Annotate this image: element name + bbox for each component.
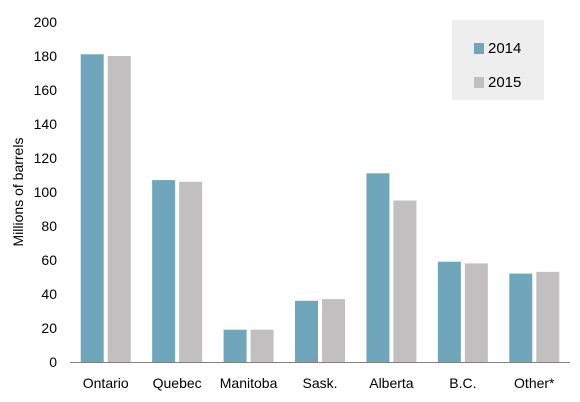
x-tick-label-4: Alberta	[369, 375, 414, 391]
x-tick-label-6: Other*	[514, 375, 555, 391]
y-tick-label-120: 120	[34, 150, 58, 166]
y-tick-label-20: 20	[41, 320, 57, 336]
x-tick-label-3: Sask.	[302, 375, 337, 391]
y-tick-label-80: 80	[41, 218, 57, 234]
bar-2014-5	[437, 261, 461, 362]
legend-label-2014: 2014	[488, 40, 521, 57]
bar-2015-6	[536, 271, 560, 362]
y-axis-label: Millions of barrels	[10, 138, 26, 247]
y-tick-label-0: 0	[49, 354, 57, 370]
bar-2014-0	[80, 54, 104, 363]
bar-2015-2	[250, 329, 274, 362]
bar-2014-2	[223, 329, 247, 362]
y-tick-label-160: 160	[34, 82, 58, 98]
x-tick-label-1: Quebec	[153, 375, 202, 391]
y-tick-label-100: 100	[34, 184, 58, 200]
bar-2014-6	[509, 273, 533, 362]
y-tick-label-200: 200	[34, 14, 58, 30]
bar-2015-0	[107, 56, 131, 362]
legend-label-2015: 2015	[488, 74, 521, 91]
bar-2015-3	[322, 299, 345, 362]
x-tick-label-5: B.C.	[449, 375, 476, 391]
bar-2015-1	[179, 181, 203, 362]
bars	[80, 54, 560, 363]
bar-2014-1	[152, 180, 176, 362]
legend-swatch-2014	[474, 43, 484, 54]
y-tick-label-60: 60	[41, 252, 57, 268]
legend-box	[452, 20, 544, 100]
y-axis-ticks: 0 20 40 60 80 100 120 140 160 180 200	[34, 14, 58, 370]
bar-2015-4	[393, 200, 417, 362]
bar-2015-5	[464, 263, 488, 362]
bar-2014-4	[366, 173, 390, 362]
legend-swatch-2015	[474, 77, 484, 88]
y-tick-label-180: 180	[34, 48, 58, 64]
x-tick-label-0: Ontario	[83, 375, 129, 391]
y-tick-label-140: 140	[34, 116, 58, 132]
x-tick-label-2: Manitoba	[220, 375, 278, 391]
bar-2014-3	[295, 300, 318, 362]
x-axis-ticks: Ontario Quebec Manitoba Sask. Alberta B.C. Oth…	[83, 375, 555, 391]
y-tick-label-40: 40	[41, 286, 57, 302]
legend: 2014 2015	[452, 20, 544, 100]
